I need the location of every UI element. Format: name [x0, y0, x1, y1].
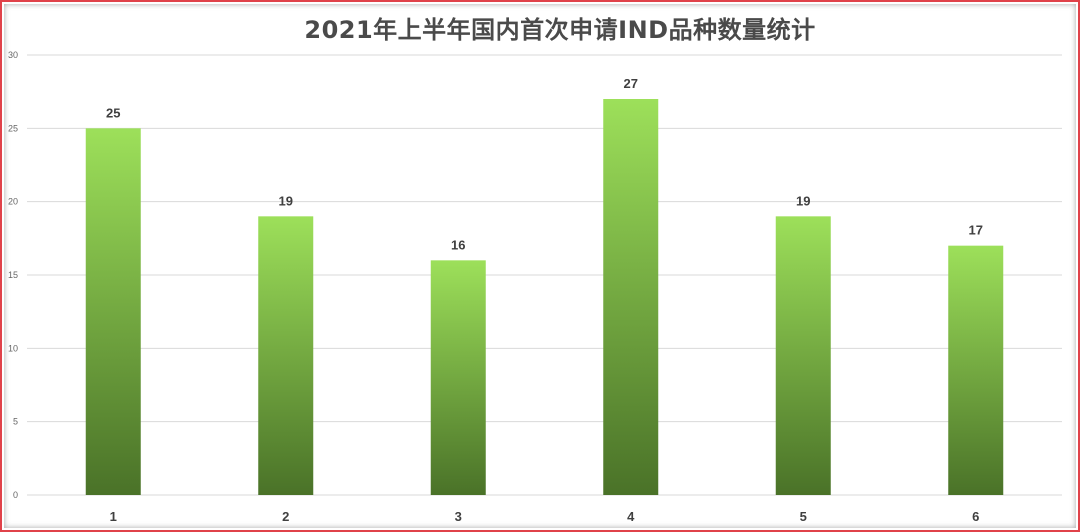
gridlines: [27, 54, 1062, 496]
x-tick-label-4: 4: [627, 509, 635, 524]
y-tick-label: 0: [13, 490, 18, 500]
x-tick-label-3: 3: [455, 509, 462, 524]
bar-1: [85, 128, 141, 496]
y-tick-label: 15: [8, 270, 18, 280]
x-tick-label-5: 5: [800, 509, 807, 524]
bar-5: [775, 216, 831, 496]
chart-title: 2021年上半年国内首次申请IND品种数量统计: [304, 16, 816, 44]
bar-4: [603, 99, 659, 495]
data-label-6: 17: [969, 223, 983, 238]
y-tick-label: 30: [8, 50, 18, 60]
data-labels: 25 19 16 27 19 17: [106, 76, 983, 252]
data-label-3: 16: [451, 237, 465, 252]
bar-3: [430, 260, 486, 495]
data-label-5: 19: [796, 193, 810, 208]
x-tick-label-6: 6: [972, 509, 979, 524]
data-label-1: 25: [106, 105, 120, 120]
y-axis-ticks: 0 5 10 15 20 25 30: [8, 50, 18, 500]
y-tick-label: 5: [13, 417, 18, 427]
bars: [85, 99, 1004, 496]
data-label-2: 19: [279, 193, 293, 208]
x-tick-label-1: 1: [110, 509, 117, 524]
y-tick-label: 20: [8, 197, 18, 207]
bar-6: [948, 245, 1004, 495]
x-axis-ticks: 1 2 3 4 5 6: [110, 509, 980, 524]
x-tick-label-2: 2: [282, 509, 289, 524]
bar-2: [258, 216, 314, 496]
data-label-4: 27: [624, 76, 638, 91]
y-tick-label: 10: [8, 343, 18, 353]
y-tick-label: 25: [8, 123, 18, 133]
